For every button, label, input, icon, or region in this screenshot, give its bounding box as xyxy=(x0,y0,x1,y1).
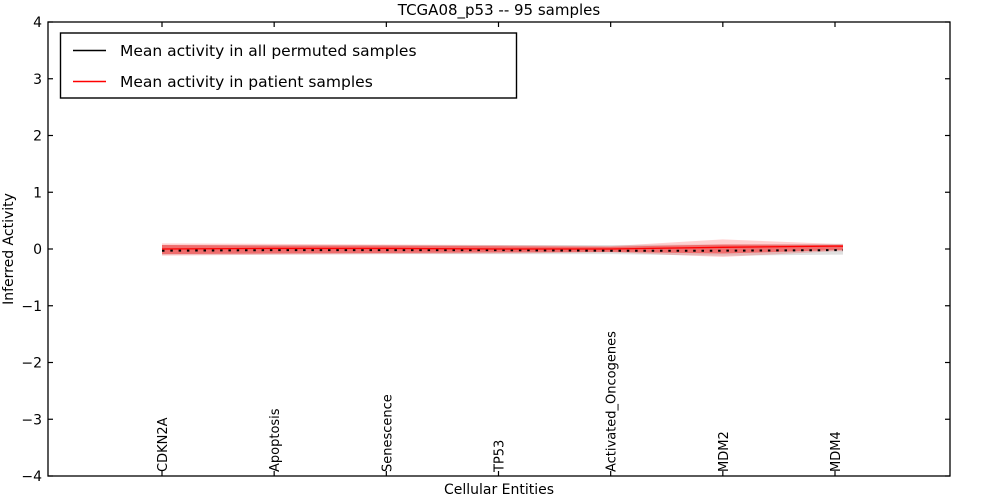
permuted-mean-line xyxy=(161,249,843,252)
x-axis: CDKN2A Apoptosis Senescence TP53 Activated_O… xyxy=(156,22,844,476)
y-tick-label: 4 xyxy=(33,15,42,31)
x-axis-label: Cellular Entities xyxy=(444,482,554,498)
x-tick-label: MDM2 xyxy=(717,431,732,472)
y-tick-label: −2 xyxy=(21,356,42,372)
x-tick-label: MDM4 xyxy=(829,431,844,472)
y-tick-label: 3 xyxy=(33,72,42,88)
series-lines xyxy=(161,245,843,252)
y-tick-label: −3 xyxy=(21,412,42,428)
y-tick-label: 2 xyxy=(33,129,42,145)
x-tick-label: CDKN2A xyxy=(156,417,171,472)
y-axis-label: Inferred Activity xyxy=(1,193,17,305)
patient-mean-line xyxy=(161,245,843,250)
y-axis: −4 −3 −2 −1 0 1 2 3 4 xyxy=(21,15,950,485)
x-tick-label: TP53 xyxy=(493,440,508,473)
legend: Mean activity in all permuted samples Me… xyxy=(59,32,518,99)
x-tick-label: Apoptosis xyxy=(268,408,283,472)
chart-title: TCGA08_p53 -- 95 samples xyxy=(397,1,601,20)
x-tick-label: Senescence xyxy=(380,394,395,472)
patient-samples-std-band-outer xyxy=(162,239,843,257)
x-tick-label: Activated_Oncogenes xyxy=(605,331,620,472)
y-tick-label: 1 xyxy=(33,185,42,201)
legend-box xyxy=(59,32,518,99)
legend-label-patient: Mean activity in patient samples xyxy=(120,73,373,91)
y-tick-label: −1 xyxy=(21,299,42,315)
y-tick-label: −4 xyxy=(21,469,42,485)
y-tick-label: 0 xyxy=(33,242,42,258)
legend-label-permuted: Mean activity in all permuted samples xyxy=(120,42,417,60)
